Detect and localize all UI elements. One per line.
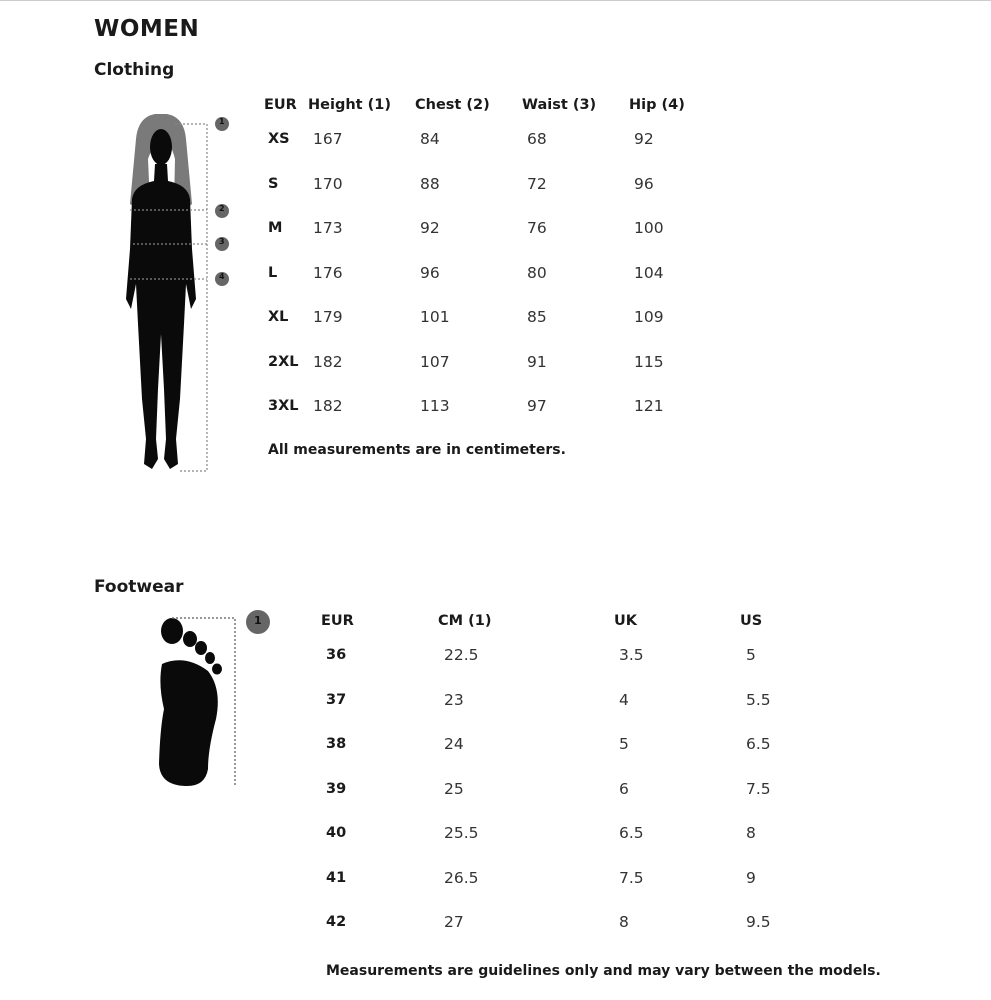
column-header: Waist (3) [522, 97, 597, 113]
table-cell: 5.5 [746, 690, 771, 709]
marker-4: 4 [219, 272, 225, 281]
table-cell: 23 [444, 690, 464, 709]
table-cell: 25.5 [444, 824, 479, 842]
table-cell: 27 [444, 913, 464, 931]
size-label: 2XL [268, 353, 299, 370]
foot-marker-1: 1 [254, 614, 262, 627]
table-cell: 96 [634, 174, 654, 193]
footwear-note: Measurements are guidelines only and may… [326, 963, 881, 979]
table-cell: 179 [313, 308, 343, 326]
woman-silhouette-icon [126, 114, 208, 472]
table-cell: 4 [619, 690, 629, 709]
table-cell: 104 [634, 263, 664, 282]
clothing-note: All measurements are in centimeters. [268, 442, 566, 458]
table-cell: 91 [527, 352, 547, 371]
table-cell: 121 [634, 397, 664, 415]
marker-2: 2 [219, 204, 225, 213]
table-cell: 22.5 [444, 646, 479, 664]
table-cell: 97 [527, 397, 547, 415]
size-label: 3XL [268, 398, 299, 414]
size-label: 39 [326, 780, 347, 797]
table-cell: 100 [634, 219, 664, 237]
size-label: 42 [326, 914, 347, 930]
table-cell: 9 [746, 868, 756, 887]
table-cell: 84 [420, 130, 440, 148]
table-cell: 96 [420, 263, 440, 282]
page-title: WOMEN [94, 16, 200, 42]
table-cell: 170 [313, 174, 343, 193]
table-cell: 101 [420, 308, 450, 326]
table-cell: 113 [420, 397, 450, 415]
clothing-marker-icons [215, 117, 229, 286]
table-cell: 7.5 [619, 868, 644, 887]
table-cell: 182 [313, 352, 343, 371]
table-cell: 26.5 [444, 868, 479, 887]
table-cell: 109 [634, 308, 664, 326]
size-label: 37 [326, 691, 347, 708]
table-cell: 9.5 [746, 913, 771, 931]
table-cell: 176 [313, 263, 343, 282]
table-cell: 24 [444, 735, 464, 753]
column-header: Height (1) [308, 97, 391, 113]
table-cell: 167 [313, 130, 343, 148]
table-cell: 182 [313, 397, 343, 415]
table-cell: 6 [619, 779, 629, 798]
table-cell: 80 [527, 263, 547, 282]
table-cell: 107 [420, 352, 450, 371]
table-cell: 3.5 [619, 646, 644, 664]
marker-3: 3 [219, 237, 225, 246]
column-header: EUR [264, 97, 297, 113]
table-cell: 85 [527, 308, 547, 326]
marker-1: 1 [219, 117, 225, 126]
column-header: UK [614, 613, 638, 629]
table-cell: 173 [313, 219, 343, 237]
column-header: CM (1) [438, 613, 492, 629]
table-cell: 68 [527, 130, 547, 148]
size-label: S [268, 175, 279, 192]
table-cell: 5 [619, 735, 629, 753]
size-label: XL [268, 309, 289, 325]
table-cell: 8 [746, 824, 756, 842]
column-header: US [740, 613, 763, 629]
table-cell: 115 [634, 352, 664, 371]
size-label: L [268, 264, 278, 281]
table-cell: 92 [420, 219, 440, 237]
size-label: 38 [326, 736, 347, 752]
size-label: M [268, 220, 283, 236]
table-cell: 76 [527, 219, 547, 237]
column-header: EUR [321, 613, 354, 629]
clothing-heading: Clothing [94, 60, 175, 80]
table-cell: 6.5 [619, 824, 644, 842]
footwear-heading: Footwear [94, 577, 184, 597]
table-cell: 7.5 [746, 779, 771, 798]
size-label: XS [268, 131, 290, 147]
table-cell: 6.5 [746, 735, 771, 753]
table-cell: 25 [444, 779, 464, 798]
size-label: 41 [326, 869, 347, 886]
table-cell: 8 [619, 913, 629, 931]
table-cell: 5 [746, 646, 756, 664]
column-header: Chest (2) [415, 97, 490, 113]
table-cell: 72 [527, 174, 547, 193]
table-cell: 88 [420, 174, 440, 193]
column-header: Hip (4) [629, 97, 685, 113]
size-label: 40 [326, 825, 347, 841]
table-cell: 92 [634, 130, 654, 148]
foot-silhouette-icon [159, 610, 270, 787]
size-label: 36 [326, 647, 347, 663]
